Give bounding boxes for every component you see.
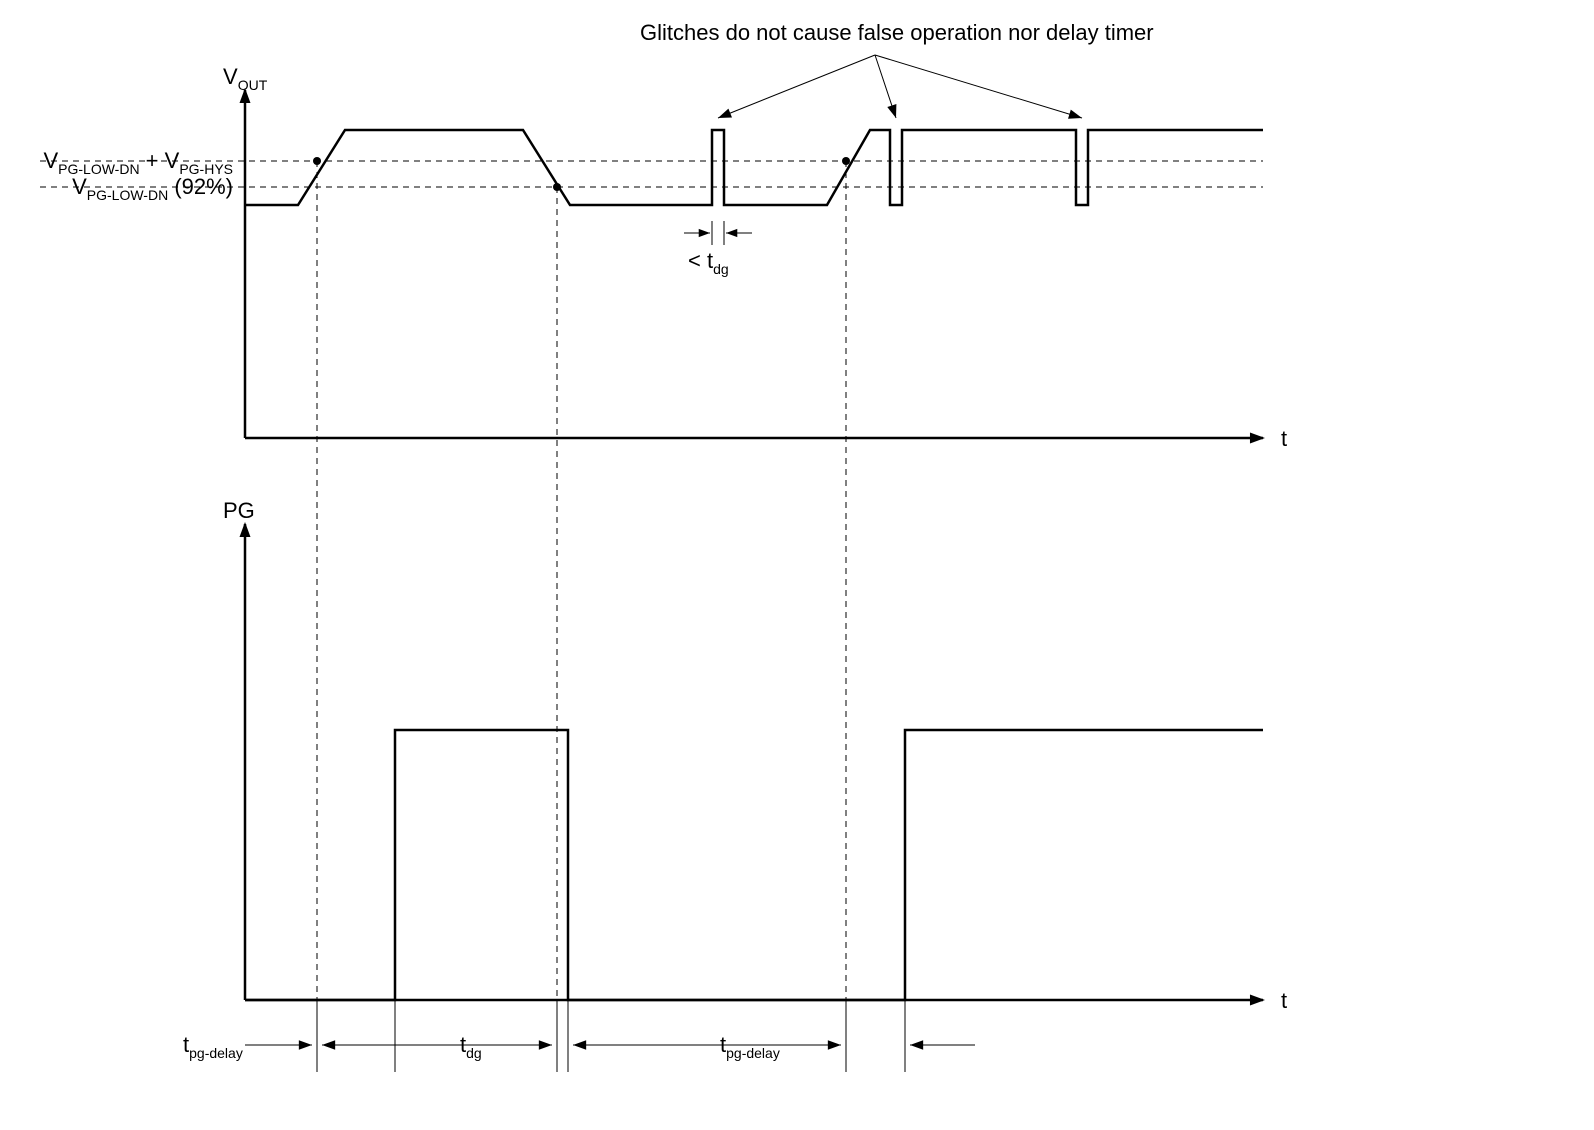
tpg-delay-dim-label: tpg-delay (183, 1032, 243, 1061)
tdg-glitch-label: < tdg (688, 248, 729, 277)
tdg-dim-label: tdg (460, 1032, 482, 1061)
glitch-note: Glitches do not cause false operation no… (640, 20, 1154, 45)
tpg-delay-dim-label: tpg-delay (720, 1032, 780, 1061)
pg-x-label: t (1281, 988, 1287, 1013)
threshold-dn-label: VPG-LOW-DN (92%) (72, 174, 233, 203)
vout-x-label: t (1281, 426, 1287, 451)
vout-waveform (245, 130, 1263, 205)
pg-waveform (245, 730, 1263, 1000)
pg-chart: PG t tpg-delay tdg tpg-delay (183, 498, 1287, 1072)
pg-y-label: PG (223, 498, 255, 523)
vout-y-label: VOUT (223, 64, 268, 93)
threshold-hys-label: VPG-LOW-DN + VPG-HYS (43, 148, 233, 177)
